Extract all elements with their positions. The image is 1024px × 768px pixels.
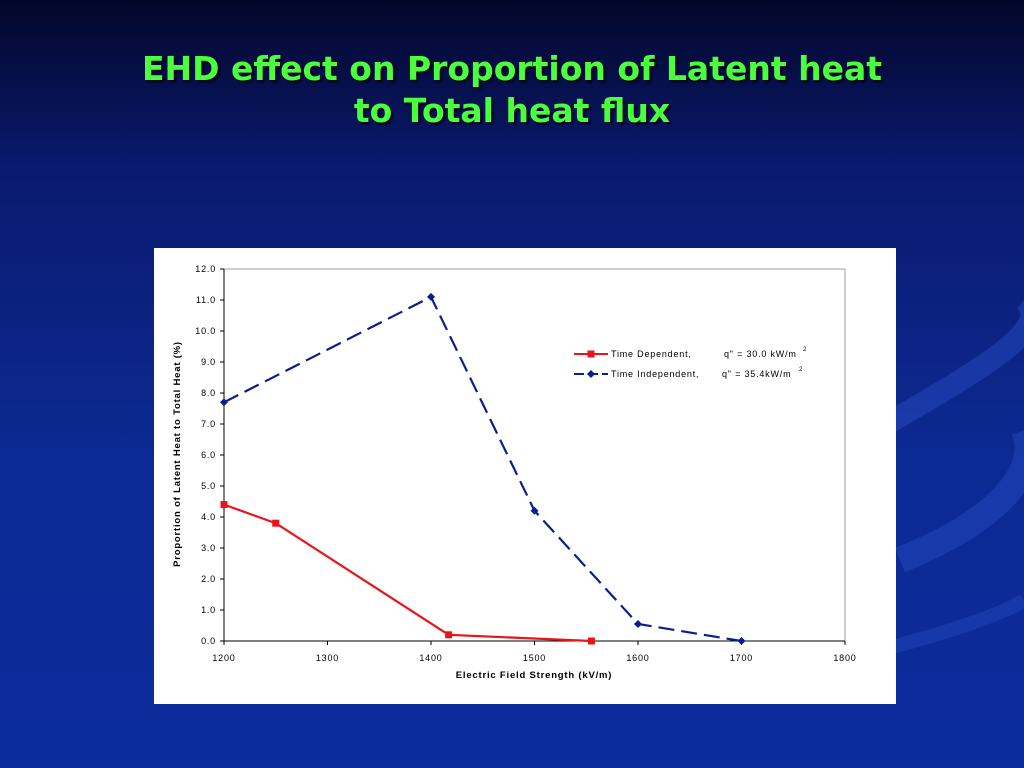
chart-series	[220, 292, 746, 645]
y-tick-label: 3.0	[201, 543, 216, 553]
y-tick-label: 0.0	[201, 636, 216, 646]
x-tick-label: 1800	[833, 653, 856, 663]
y-tick-label: 4.0	[201, 512, 216, 522]
y-axis-label: Proportion of Latent Heat to Total Heat …	[172, 341, 183, 567]
data-point-time-independent	[530, 506, 539, 515]
y-tick-label: 8.0	[201, 388, 216, 398]
y-tick-label: 10.0	[195, 326, 216, 336]
data-point-time-independent	[427, 292, 435, 301]
x-tick-label: 1500	[523, 653, 546, 663]
legend-condition-time-dependent: q" = 30.0 kW/m	[724, 349, 797, 359]
y-tick-label: 12.0	[195, 264, 216, 274]
x-tick-label: 1200	[212, 653, 235, 663]
x-tick-label: 1400	[419, 653, 442, 663]
legend-superscript-time-dependent: 2	[803, 347, 807, 353]
x-tick-label: 1600	[626, 653, 649, 663]
chart-axes: 0.0 1.0 2.0 3.0 4.0 5.0 6.0 7.0 8.0 9.0 10.0 11.0 12…	[195, 264, 856, 663]
x-tick-label: 1300	[316, 653, 339, 663]
data-point-time-independent	[220, 398, 228, 407]
data-point-time-independent	[737, 637, 746, 645]
y-tick-label: 7.0	[201, 419, 216, 429]
slide-title-line2: to Total heat flux	[353, 91, 671, 130]
y-tick-label: 5.0	[201, 481, 216, 491]
legend-marker-time-independent	[587, 370, 595, 378]
legend-superscript-time-independent: 2	[799, 367, 803, 373]
x-tick-label: 1700	[730, 653, 753, 663]
data-point-time-dependent	[272, 519, 280, 527]
data-point-time-dependent	[587, 637, 595, 645]
legend-marker-time-dependent	[587, 350, 595, 358]
legend-label-time-dependent: Time Dependent,	[611, 349, 692, 359]
data-point-time-independent	[634, 619, 642, 628]
plot-area-frame	[223, 268, 846, 642]
legend-condition-time-independent: q" = 35.4kW/m	[722, 369, 791, 379]
legend-label-time-independent: Time Independent,	[611, 369, 699, 379]
y-tick-label: 6.0	[201, 450, 216, 460]
chart-legend: Time Dependent, q" = 30.0 kW/m 2 Time Indep…	[574, 347, 807, 379]
y-tick-label: 2.0	[201, 574, 216, 584]
chart-panel: 0.0 1.0 2.0 3.0 4.0 5.0 6.0 7.0 8.0 9.0 10.0 11.0 12…	[154, 248, 896, 704]
data-point-time-dependent	[445, 631, 453, 639]
slide-title: EHD effect on Proportion of Latent heat …	[0, 48, 1024, 132]
y-tick-label: 9.0	[201, 357, 216, 367]
slide-title-line1: EHD effect on Proportion of Latent heat	[141, 49, 883, 88]
line-chart: 0.0 1.0 2.0 3.0 4.0 5.0 6.0 7.0 8.0 9.0 10.0 11.0 12…	[172, 264, 856, 681]
data-point-time-dependent	[220, 501, 228, 509]
series-line-time-dependent	[223, 503, 592, 643]
y-tick-label: 1.0	[201, 605, 216, 615]
y-tick-label: 11.0	[196, 295, 216, 305]
x-axis-label: Electric Field Strength (kV/m)	[456, 670, 613, 681]
